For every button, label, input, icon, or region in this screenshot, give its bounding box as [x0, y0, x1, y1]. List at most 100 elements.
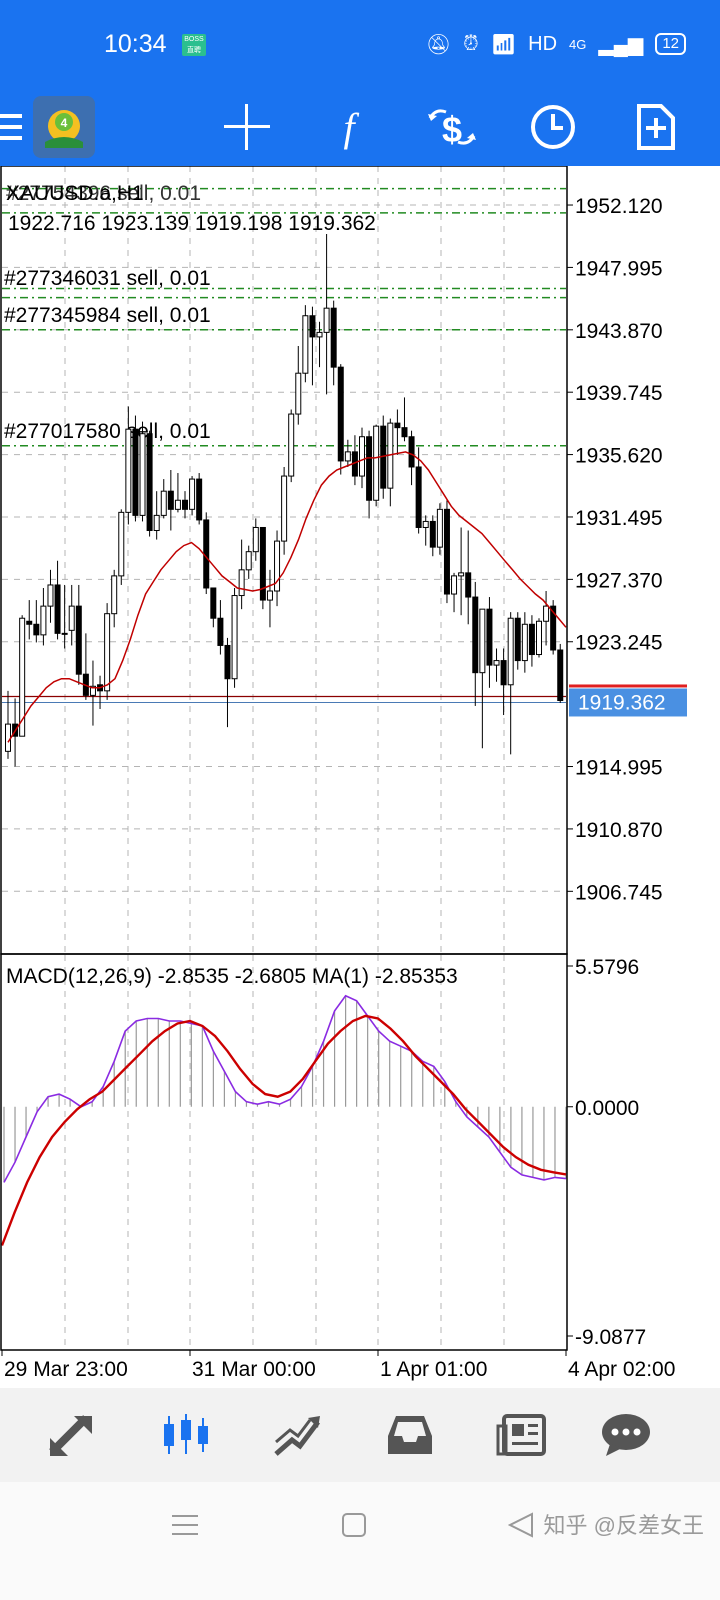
candle-bull: [422, 520, 429, 528]
timeframe-clock-icon[interactable]: [526, 88, 580, 166]
price-label: 1931.495: [575, 507, 663, 530]
chart-grid: [2, 166, 566, 954]
ohlc-values: 1922.716 1923.139 1919.198 1919.362: [8, 212, 376, 235]
signal-icon: ▂▄▆: [598, 33, 644, 56]
mute-icon: 🔕︎: [425, 33, 452, 56]
time-axis: 29 Mar 23:00 31 Mar 00:00 1 Apr 01:00 4 Apr…: [1, 1350, 675, 1381]
candle-bull: [5, 723, 11, 752]
price-label: 1935.620: [575, 445, 663, 468]
indicators-icon[interactable]: f: [322, 88, 376, 166]
macd-axis-label: 0.0000: [575, 1097, 639, 1120]
price-axis: 1952.120 1947.995 1943.870 1939.745 1935.620…: [567, 195, 687, 904]
candle-bull: [104, 613, 111, 692]
menu-lines-icon[interactable]: [172, 1512, 198, 1538]
crosshair-icon[interactable]: [220, 88, 274, 166]
macd-label: MACD(12,26,9) -2.8535 -2.6805 MA(1) -2.8…: [6, 965, 458, 988]
candle-bull: [245, 551, 252, 571]
current-price-label: 1919.362: [578, 691, 666, 714]
candle-bear: [465, 572, 472, 598]
candle-bear: [26, 620, 33, 625]
watermark: 知乎 @反差女王: [543, 1513, 704, 1538]
candle-bull: [302, 315, 309, 374]
price-label: 1952.120: [575, 195, 663, 218]
price-label: 1939.745: [575, 382, 663, 405]
macd-histogram: [3, 995, 567, 1183]
candle-bull: [19, 617, 26, 737]
chat-icon[interactable]: [586, 1388, 666, 1482]
new-order-icon[interactable]: [628, 88, 682, 166]
quotes-arrows-icon[interactable]: [32, 1388, 112, 1482]
history-inbox-icon[interactable]: [370, 1388, 450, 1482]
symbol-dollar-icon[interactable]: $: [420, 88, 484, 166]
order-label: #277017580 sell, 0.01: [4, 420, 211, 443]
candle-bear: [259, 526, 266, 601]
macd-axis-label: 5.5796: [575, 956, 639, 979]
candle-bull: [266, 590, 273, 601]
price-chart-svg[interactable]: #277346031 sell, 0.01 #277345984 sell, 0.…: [0, 165, 720, 1388]
metatrader-logo-icon[interactable]: 4: [32, 88, 96, 166]
candle-bear: [550, 605, 557, 651]
macd-frame: [0, 953, 568, 1351]
menu-icon[interactable]: [0, 88, 22, 166]
macd-grid: [64, 955, 505, 1350]
candle-bull: [125, 428, 132, 513]
candle-bear: [401, 427, 408, 438]
time-label: 1 Apr 01:00: [380, 1358, 487, 1381]
macd-signal-line: [0, 1014, 567, 1246]
wifi-icon: 📶︎: [490, 33, 517, 56]
candle-bull: [40, 605, 47, 636]
status-bar: 10:34 BOSS 直聘 🔕︎ ⏰︎ 📶︎ HD 4G ▂▄▆ 12: [0, 0, 720, 88]
price-label: 1943.870: [575, 320, 663, 343]
candle-bear: [557, 649, 564, 702]
candle-bull: [139, 433, 146, 516]
time-label: 29 Mar 23:00: [4, 1358, 128, 1381]
candle-bull: [316, 331, 323, 338]
candle-bear: [528, 623, 535, 656]
candle-bear: [196, 478, 203, 521]
time-label: 4 Apr 02:00: [568, 1358, 675, 1381]
candle-bear: [500, 660, 507, 686]
candle-bear: [514, 617, 521, 662]
candle-bull: [359, 436, 365, 477]
macd-axis-label: -9.0877: [575, 1326, 646, 1349]
candle-bull: [373, 425, 380, 501]
candle-bear: [182, 499, 188, 510]
candle-bull: [153, 514, 160, 532]
price-label: 1906.745: [575, 881, 663, 904]
order-label: #277346031 sell, 0.01: [4, 267, 211, 290]
candle-bear: [224, 644, 231, 680]
candle-bear: [394, 422, 401, 429]
status-time: 10:34: [104, 30, 167, 58]
chart-candles-icon[interactable]: [146, 1388, 226, 1482]
back-triangle-icon[interactable]: [508, 1512, 534, 1538]
news-icon[interactable]: [482, 1388, 562, 1482]
chart-area[interactable]: #277346031 sell, 0.01 #277345984 sell, 0.…: [0, 165, 720, 1388]
candle-bull: [521, 623, 528, 662]
bottom-navigation: [0, 1388, 720, 1482]
price-label: 1947.995: [575, 257, 663, 280]
candle-bull: [68, 605, 75, 631]
current-price-tag: [569, 688, 687, 717]
candle-bear: [146, 433, 153, 532]
candle-bull: [231, 595, 238, 680]
candle-bear: [443, 508, 450, 595]
candle-bear: [486, 608, 493, 666]
moving-average-line: [7, 451, 567, 743]
price-label: 1910.870: [575, 819, 663, 842]
candle-bull: [160, 490, 167, 516]
candle-bull: [295, 372, 302, 415]
candle-bull: [451, 575, 458, 595]
price-label: 1927.370: [575, 569, 663, 592]
hd-label: HD: [528, 32, 558, 55]
candle-bull: [323, 307, 330, 333]
boss-app-notification-icon: BOSS 直聘: [182, 34, 206, 56]
time-label: 31 Mar 00:00: [192, 1358, 316, 1381]
overlap-order-label: #27754396 sell, 0.01: [6, 182, 201, 205]
home-square-icon[interactable]: [342, 1513, 366, 1537]
candle-bear: [167, 490, 174, 510]
trade-chart-icon[interactable]: [258, 1388, 338, 1482]
candle-bear: [309, 315, 316, 338]
candle-bear: [210, 587, 217, 619]
candle-bull: [288, 413, 295, 477]
candle-bull: [118, 511, 125, 577]
